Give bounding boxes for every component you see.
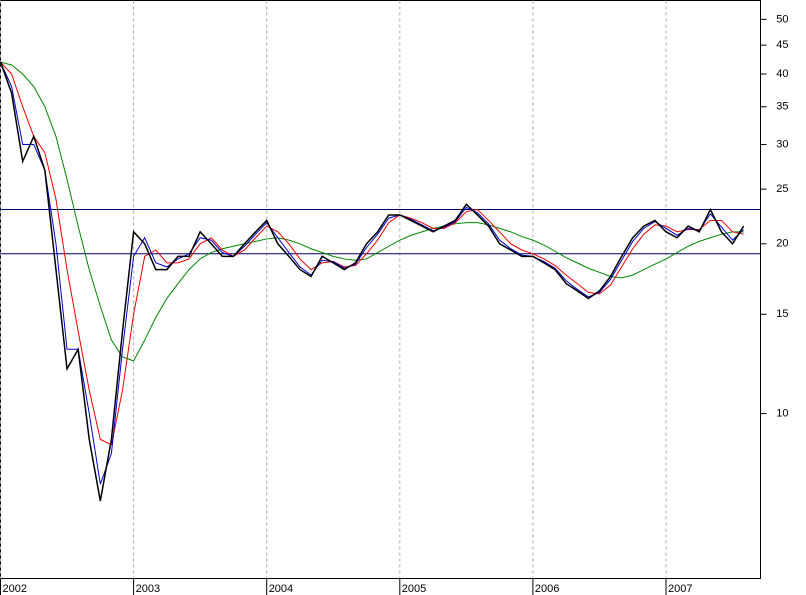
series-line	[0, 61, 745, 502]
series-line	[0, 61, 744, 362]
y-tick-label: 25	[776, 183, 788, 195]
series-line	[0, 61, 744, 485]
y-tick-label: 15	[776, 308, 788, 320]
plot-frame	[0, 0, 761, 579]
x-tick-label: 2005	[402, 583, 426, 595]
x-tick-label: 2003	[136, 583, 160, 595]
x-tick-label: 2007	[668, 583, 692, 595]
y-tick-label: 40	[776, 68, 788, 80]
x-tick-label: 2006	[535, 583, 559, 595]
y-tick-label: 45	[776, 39, 788, 51]
x-tick-label: 2002	[3, 583, 27, 595]
y-tick-label: 30	[776, 138, 788, 150]
y-tick-label: 35	[776, 101, 788, 113]
series-line	[0, 61, 744, 446]
x-tick-label: 2004	[269, 583, 293, 595]
y-tick-label: 10	[776, 407, 788, 419]
y-tick-label: 50	[776, 13, 788, 25]
y-tick-label: 20	[776, 238, 788, 250]
